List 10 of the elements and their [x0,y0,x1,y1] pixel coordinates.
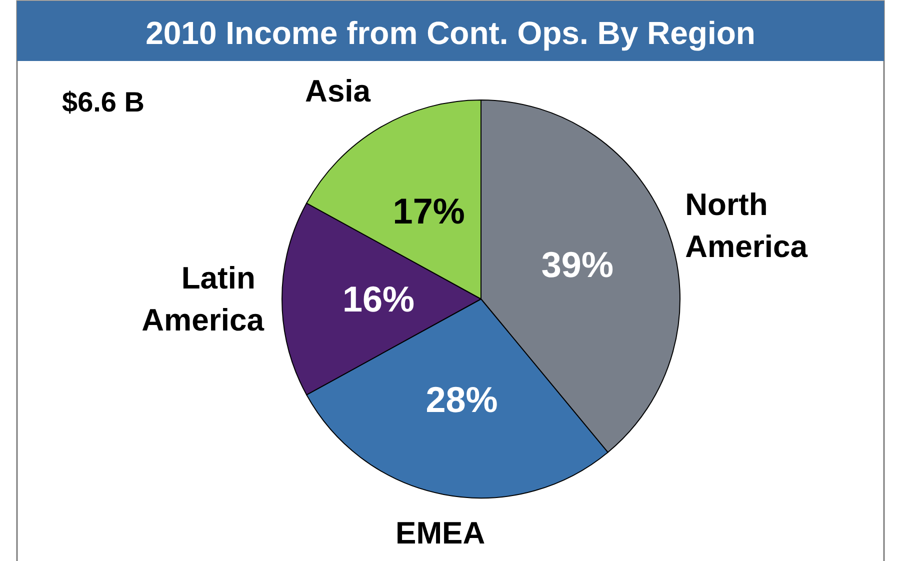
data-label: 28% [426,379,498,420]
data-label: 17% [392,190,465,232]
text: $6.6 B [62,86,144,118]
slice-label: North America [685,186,808,264]
slice-label: Asia [305,74,372,109]
data-label: 39% [541,244,614,285]
chart-title: 2010 Income from Cont. Ops. By Region [146,15,756,51]
slice-label: EMEA [396,516,486,551]
data-label: 16% [342,278,415,320]
slice-label: Latin America [142,260,265,338]
